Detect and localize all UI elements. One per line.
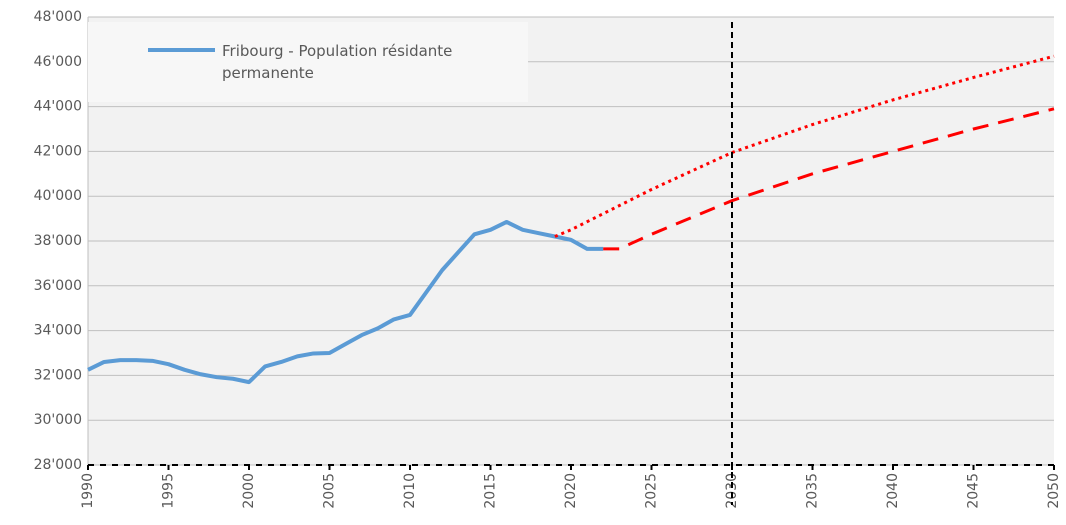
x-tick-label: 2015 [483, 473, 499, 509]
x-tick-label: 1990 [80, 473, 96, 509]
series-line [554, 54, 1055, 238]
y-tick-label: 30'000 [34, 412, 82, 428]
x-tick-label: 2040 [885, 473, 901, 509]
legend-box [88, 22, 528, 102]
y-tick-label: 34'000 [34, 323, 82, 339]
y-tick-label: 48'000 [34, 9, 82, 25]
x-tick-label: 1995 [161, 473, 177, 509]
x-tick-label: 2045 [966, 473, 982, 509]
y-tick-label: 36'000 [34, 278, 82, 294]
y-tick-label: 42'000 [34, 143, 82, 159]
y-tick-label: 38'000 [34, 233, 82, 249]
y-tick-label: 44'000 [34, 99, 82, 115]
y-tick-label: 32'000 [34, 367, 82, 383]
grid [87, 16, 1054, 466]
x-tick-label: 2005 [322, 473, 338, 509]
x-tick-label: 2035 [805, 473, 821, 509]
y-tick-label: 46'000 [34, 54, 82, 70]
series-line [603, 107, 1055, 251]
x-tick-label: 2020 [563, 473, 579, 509]
series-line [87, 219, 604, 385]
x-tick-label: 2030 [724, 473, 740, 509]
y-tick-label: 40'000 [34, 188, 82, 204]
x-tick-label: 2050 [1046, 473, 1062, 509]
x-tick-label: 2010 [402, 473, 418, 509]
y-tick-label: 28'000 [34, 457, 82, 473]
x-tick-label: 2025 [644, 473, 660, 509]
plot [87, 54, 1055, 385]
x-tick-label: 2000 [241, 473, 257, 509]
legend-label: Fribourg - Population résidante permanen… [222, 42, 453, 82]
